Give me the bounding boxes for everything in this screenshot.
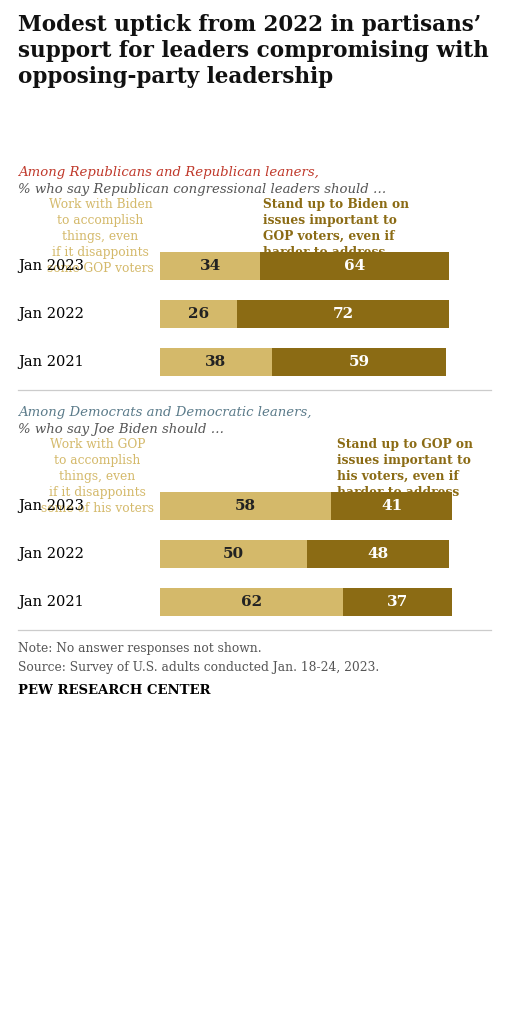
Text: 26: 26 xyxy=(188,307,209,321)
Text: Work with Biden
to accomplish
things, even
if it disappoints
some GOP voters: Work with Biden to accomplish things, ev… xyxy=(47,198,154,275)
Text: 38: 38 xyxy=(206,355,227,369)
Text: 48: 48 xyxy=(367,547,389,561)
Text: 41: 41 xyxy=(381,499,402,513)
Text: % who say Joe Biden should …: % who say Joe Biden should … xyxy=(18,423,224,436)
Text: Stand up to Biden on
issues important to
GOP voters, even if
harder to address
c: Stand up to Biden on issues important to… xyxy=(263,198,409,275)
Bar xyxy=(160,492,331,520)
Text: 37: 37 xyxy=(387,595,408,609)
Text: Jan 2022: Jan 2022 xyxy=(18,547,84,561)
Text: Work with GOP
to accomplish
things, even
if it disappoints
some of his voters: Work with GOP to accomplish things, even… xyxy=(41,438,154,515)
Text: Among Republicans and Republican leaners,: Among Republicans and Republican leaners… xyxy=(18,166,319,179)
Text: Jan 2022: Jan 2022 xyxy=(18,307,84,321)
Text: Among Democrats and Democratic leaners,: Among Democrats and Democratic leaners, xyxy=(18,406,312,419)
Bar xyxy=(272,348,446,376)
Text: 64: 64 xyxy=(344,259,365,273)
Bar xyxy=(331,492,452,520)
Text: Stand up to GOP on
issues important to
his voters, even if
harder to address
cri: Stand up to GOP on issues important to h… xyxy=(337,438,473,515)
Text: 72: 72 xyxy=(332,307,353,321)
Text: Jan 2021: Jan 2021 xyxy=(18,355,84,369)
Bar xyxy=(160,252,260,280)
Bar xyxy=(343,588,452,616)
Text: 34: 34 xyxy=(200,259,221,273)
Text: 62: 62 xyxy=(241,595,262,609)
Bar xyxy=(160,348,272,376)
Text: Jan 2023: Jan 2023 xyxy=(18,499,84,513)
Bar xyxy=(160,540,307,568)
Bar xyxy=(160,588,343,616)
Bar xyxy=(307,540,449,568)
Bar xyxy=(160,300,237,328)
Text: PEW RESEARCH CENTER: PEW RESEARCH CENTER xyxy=(18,684,211,697)
Text: Modest uptick from 2022 in partisans’
support for leaders compromising with
oppo: Modest uptick from 2022 in partisans’ su… xyxy=(18,14,489,88)
Text: Jan 2023: Jan 2023 xyxy=(18,259,84,273)
Text: Jan 2021: Jan 2021 xyxy=(18,595,84,609)
Text: % who say Republican congressional leaders should …: % who say Republican congressional leade… xyxy=(18,183,386,196)
Bar xyxy=(237,300,449,328)
Text: 50: 50 xyxy=(223,547,244,561)
Text: 58: 58 xyxy=(235,499,256,513)
Text: Note: No answer responses not shown.
Source: Survey of U.S. adults conducted Jan: Note: No answer responses not shown. Sou… xyxy=(18,642,379,674)
Text: 59: 59 xyxy=(349,355,370,369)
Bar xyxy=(260,252,449,280)
